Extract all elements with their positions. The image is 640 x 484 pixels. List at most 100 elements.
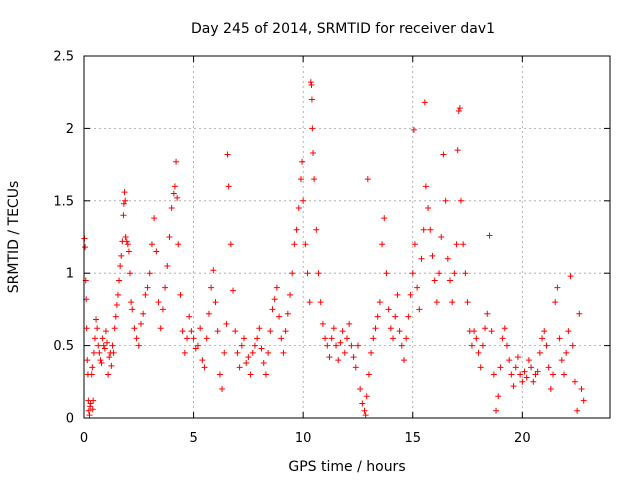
data-point [411,241,418,248]
data-point [477,364,484,371]
data-point [319,320,326,327]
data-point [91,335,98,342]
data-point [453,241,460,248]
data-point [403,335,410,342]
data-point [110,349,117,356]
data-point [243,359,250,366]
data-point [442,197,449,204]
data-point [390,335,397,342]
data-point [444,255,451,262]
data-point [410,126,417,133]
data-point [497,364,504,371]
data-point [523,374,530,381]
data-point [495,393,502,400]
data-point [383,270,390,277]
data-point [440,151,447,158]
data-point [118,252,125,259]
data-point [409,270,416,277]
data-point [506,357,513,364]
data-point [269,306,276,313]
data-point [302,241,309,248]
data-point [545,364,552,371]
data-point [310,150,317,157]
data-point [556,335,563,342]
data-point [328,335,335,342]
data-point [503,342,510,349]
data-point [539,335,546,342]
data-point [120,212,127,219]
data-point [354,342,361,349]
data-point [162,284,169,291]
x-tick-label: 15 [404,431,421,446]
data-point [488,328,495,335]
data-point [385,306,392,313]
data-point [499,335,506,342]
data-point [199,357,206,364]
data-point [184,335,191,342]
data-point [521,368,528,375]
data-point [550,371,557,378]
data-point [271,296,278,303]
data-point [462,270,469,277]
data-point [482,325,489,332]
data-point [387,325,394,332]
data-point [457,197,464,204]
y-tick-label: 1 [66,267,74,282]
data-point [309,125,316,132]
data-point [256,325,263,332]
data-point [468,342,475,349]
data-point [94,325,101,332]
data-point [127,270,134,277]
data-point [578,386,585,393]
data-point [85,407,92,414]
data-point [447,277,454,284]
data-point [234,349,241,356]
data-point [247,371,254,378]
data-point [258,345,265,352]
data-point [407,291,414,298]
data-point [236,364,243,371]
data-point [429,252,436,259]
data-point [120,200,127,207]
y-tick-label: 0 [66,412,74,427]
data-point [282,328,289,335]
data-point [121,189,128,196]
data-point [186,313,193,320]
data-point [175,241,182,248]
data-point [273,284,280,291]
data-point [86,412,93,419]
data-point [155,299,162,306]
data-point [181,349,188,356]
data-point [82,244,89,251]
data-point [116,277,123,284]
data-point [117,262,124,269]
data-point [315,270,322,277]
x-tick-label: 20 [514,431,531,446]
data-point [164,262,171,269]
data-point [123,238,130,245]
data-point [128,299,135,306]
x-tick-label: 10 [295,431,312,446]
data-point [363,393,370,400]
data-point [84,357,91,364]
data-point [425,205,432,212]
y-tick-label: 0.5 [53,339,74,354]
data-point [322,335,329,342]
data-point [151,215,158,222]
data-point [475,349,482,356]
data-point [254,335,261,342]
data-point [194,342,201,349]
data-point [129,306,136,313]
data-point [421,99,428,106]
data-point [311,176,318,183]
data-point [405,313,412,320]
data-point [293,226,300,233]
data-point [212,299,219,306]
data-point [330,325,337,332]
data-point [449,299,456,306]
data-point [89,406,96,413]
data-point [324,342,331,349]
data-point [101,345,108,352]
data-point [171,183,178,190]
